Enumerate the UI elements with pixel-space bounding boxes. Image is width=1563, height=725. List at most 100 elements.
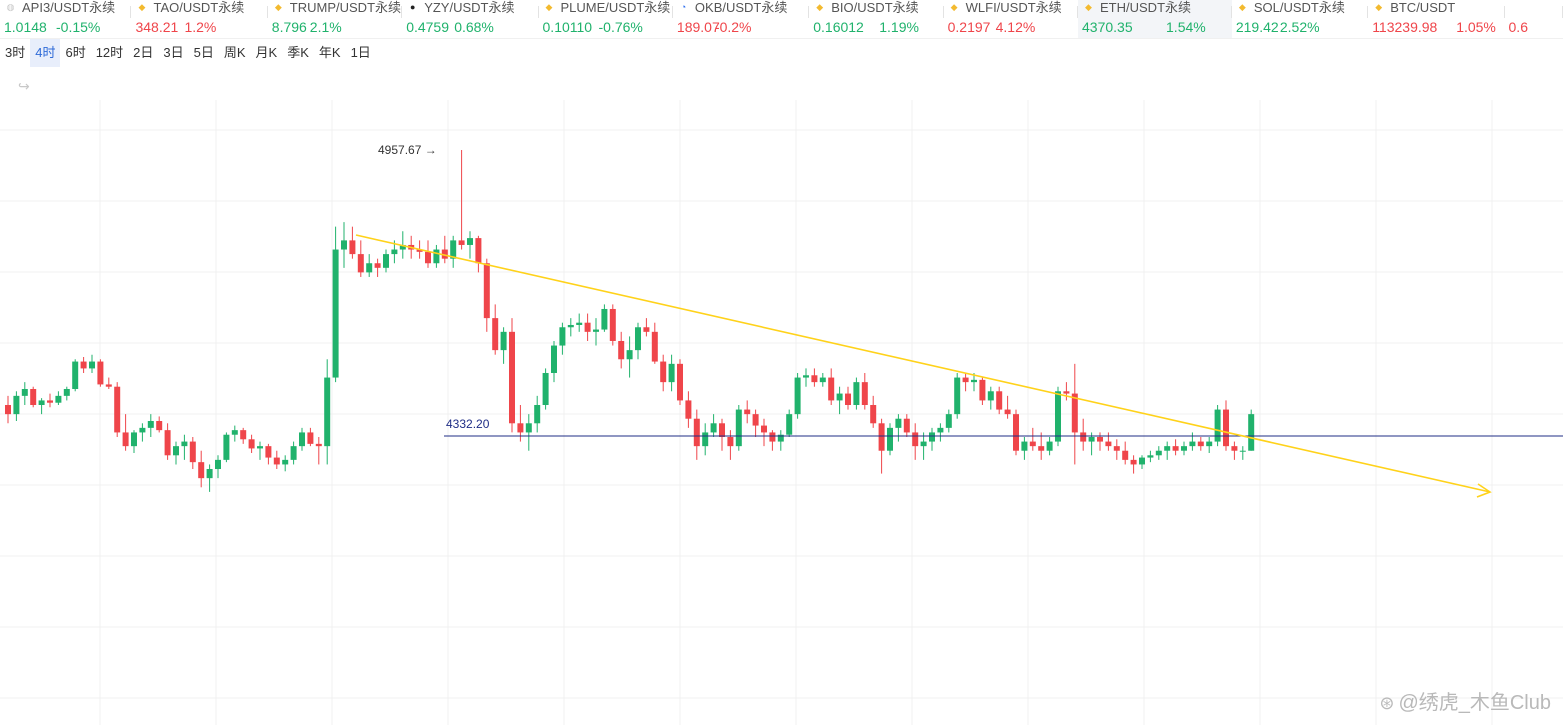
ticker-symbol: PLUME/USDT永续	[560, 0, 671, 15]
ticker-item[interactable]: ◍ API3/USDT永续 1.0148 -0.15%	[0, 0, 132, 38]
ticker-item[interactable]: ◆ BIO/USDT永续 0.16012 1.19%	[809, 0, 945, 38]
timeframe-button[interactable]: 季K	[287, 45, 309, 60]
diamond-icon: ◆	[138, 2, 146, 12]
ticker-price: 189.07	[676, 19, 720, 35]
timeframe-button[interactable]: 年K	[318, 45, 341, 60]
candle-body	[89, 361, 95, 369]
ticker-price: 113239.98	[1372, 19, 1438, 35]
candle-body	[744, 409, 751, 415]
timeframe-button[interactable]: 5日	[193, 45, 214, 60]
candle-body	[231, 430, 238, 435]
candle-body	[626, 350, 633, 360]
candle-body	[836, 393, 843, 401]
candle-body	[752, 414, 759, 426]
candle-body	[215, 459, 221, 470]
candle-body	[357, 254, 364, 273]
candle-body	[937, 427, 944, 433]
ticker-price: 0.16012	[813, 19, 864, 35]
ticker-symbol: API3/USDT永续	[22, 0, 116, 15]
ticker-item[interactable]: ● YZY/USDT永续 0.4759 0.68%	[402, 0, 539, 38]
ticker-item[interactable]: ◆ BTC/USDT 113239.98 1.05%	[1368, 0, 1505, 38]
ticker-change: 1.05%	[1456, 19, 1496, 35]
candle-body	[21, 388, 28, 396]
candle-body	[97, 361, 104, 385]
candle-body	[803, 375, 809, 378]
ticker-item[interactable]: ◆ PLUME/USDT永续 0.10110 -0.76%	[539, 0, 674, 38]
candle-body	[105, 384, 112, 387]
candle-body	[324, 377, 331, 447]
candle-body	[584, 322, 591, 332]
ticker-item[interactable]: 0.6	[1505, 0, 1563, 38]
candle-body	[971, 379, 977, 383]
candle-body	[534, 404, 541, 424]
diamond-icon: ◆	[274, 2, 282, 12]
candle-body	[567, 324, 574, 328]
timeframe-button[interactable]: 2日	[133, 45, 154, 60]
trendline-arrowhead	[1476, 483, 1492, 498]
timeframe-button[interactable]: 6时	[65, 45, 86, 60]
ticker-price: 0.4759	[406, 19, 450, 35]
ticker-symbol: ETH/USDT永续	[1100, 0, 1192, 15]
candle-body	[458, 240, 465, 245]
redo-icon[interactable]: ↪	[18, 78, 30, 94]
candle-body	[517, 423, 524, 433]
candle-body	[198, 462, 205, 479]
candle-body	[307, 432, 314, 444]
candle-body	[635, 327, 641, 351]
candle-body	[576, 322, 583, 325]
ticker-change: 1.19%	[879, 19, 919, 35]
candle-body	[290, 446, 297, 460]
ticker-change: 0.68%	[454, 19, 494, 35]
ticker-change: 2.1%	[309, 19, 342, 35]
candle-body	[853, 382, 860, 405]
candle-body	[1004, 409, 1011, 415]
timeframe-button[interactable]: 4时	[30, 39, 61, 67]
globe-icon: ◍	[6, 2, 15, 12]
ticker-item[interactable]: ◔ OKB/USDT永续 189.07 -0.2%	[673, 0, 810, 38]
ticker-change: 1.54%	[1166, 19, 1206, 35]
diamond-icon: ◆	[1375, 2, 1383, 12]
circle-icon: ●	[409, 2, 416, 12]
candle-body	[500, 331, 507, 351]
ticker-symbol: TRUMP/USDT永续	[289, 0, 402, 15]
candle-body	[1029, 441, 1036, 447]
candle-body	[777, 434, 784, 442]
ticker-item[interactable]: ◆ WLFI/USDT永续 0.2197 4.12%	[944, 0, 1079, 38]
candle-body	[341, 240, 347, 250]
candle-body	[1038, 446, 1045, 451]
candle-body	[786, 414, 793, 435]
candle-body	[525, 423, 532, 433]
ticker-change: -0.2%	[714, 19, 752, 35]
candle-body	[1088, 437, 1095, 442]
timeframe-button[interactable]: 3日	[163, 45, 184, 60]
ticker-price: 0.6	[1508, 19, 1528, 35]
candle-body	[1105, 441, 1112, 447]
timeframe-button[interactable]: 3时	[5, 45, 26, 60]
candle-body	[819, 377, 826, 383]
candle-body	[349, 240, 356, 255]
ticker-change: 2.52%	[1279, 19, 1320, 35]
ticker-item[interactable]: ◆ SOL/USDT永续 219.42 2.52%	[1232, 0, 1369, 38]
candle-body	[509, 331, 515, 424]
candle-body	[492, 318, 499, 351]
high-label: 4957.67 →	[378, 143, 437, 157]
diamond-icon: ◆	[545, 2, 553, 12]
timeframe-button[interactable]: 周K	[223, 45, 246, 60]
candle-body	[5, 404, 11, 415]
chart-overlays: 4332.20 4957.67 →	[355, 143, 1563, 498]
candle-body	[1055, 391, 1061, 442]
timeframe-button[interactable]: 月K	[255, 45, 278, 60]
ticker-item[interactable]: ◆ ETH/USDT永续 4370.35 1.54%	[1078, 0, 1232, 38]
ticker-item[interactable]: ◆ TAO/USDT永续 348.21 1.2%	[131, 0, 269, 38]
ticker-symbol: BIO/USDT永续	[831, 0, 919, 15]
candlestick-chart[interactable]: 4332.20 4957.67 →	[0, 100, 1563, 725]
candle-body	[299, 432, 305, 447]
candle-body	[1181, 446, 1187, 451]
ticker-item[interactable]: ◆ TRUMP/USDT永续 8.796 2.1%	[268, 0, 403, 38]
candle-body	[315, 443, 322, 447]
timeframe-button[interactable]: 1日	[350, 45, 371, 60]
candle-body	[273, 457, 280, 465]
timeframe-button[interactable]: 12时	[95, 45, 124, 60]
candle-body	[450, 240, 457, 259]
candle-body	[945, 414, 952, 428]
